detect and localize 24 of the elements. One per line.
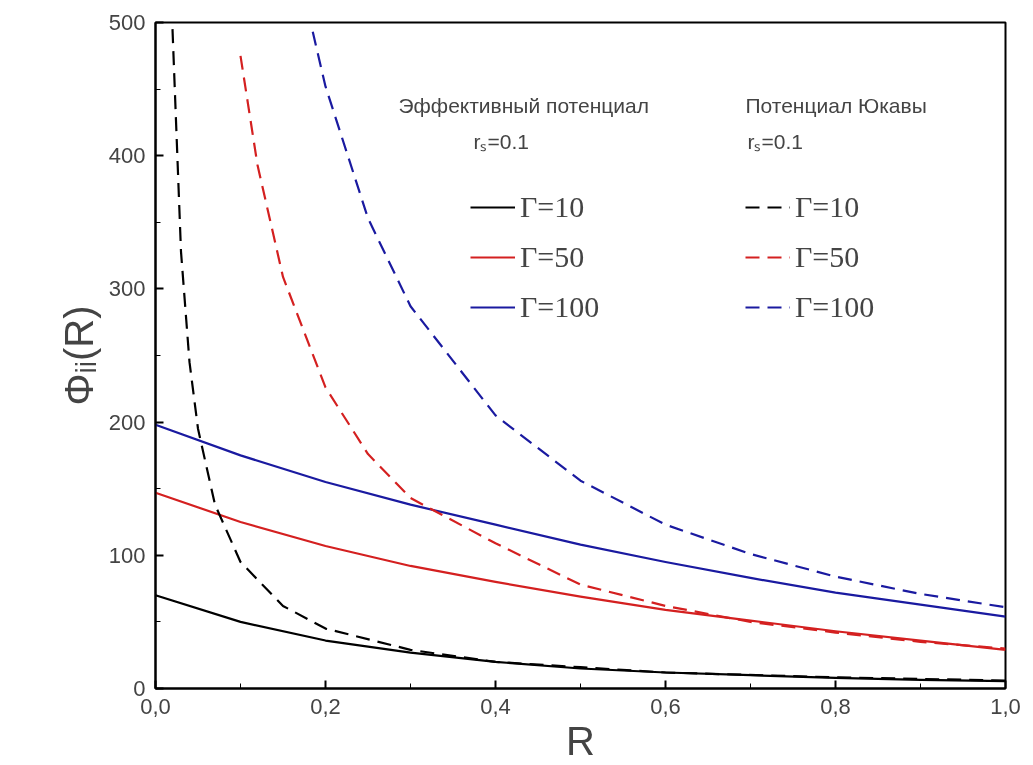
y-axis-title: Φᵢᵢ(R) bbox=[56, 305, 101, 406]
y-tick-label: 400 bbox=[108, 143, 146, 169]
y-tick-label: 200 bbox=[108, 409, 146, 435]
x-tick-label: 0,2 bbox=[310, 693, 341, 719]
y-tick-label: 500 bbox=[108, 10, 146, 35]
x-axis-title: R bbox=[566, 718, 595, 763]
legend-label: Γ=10 bbox=[795, 189, 860, 225]
x-tick-label: 0,4 bbox=[480, 693, 511, 719]
x-tick-label: 1,0 bbox=[990, 693, 1021, 719]
y-tick-label: 100 bbox=[108, 542, 146, 568]
annotation: rₛ=0.1 bbox=[473, 130, 529, 153]
legend-label: Γ=10 bbox=[520, 189, 585, 225]
legend-label: Γ=100 bbox=[520, 289, 600, 325]
annotation: Потенциал Юкавы bbox=[745, 94, 927, 117]
legend-label: Γ=50 bbox=[795, 239, 860, 275]
legend-label: Γ=50 bbox=[520, 239, 585, 275]
x-tick-label: 0,8 bbox=[820, 693, 851, 719]
legend-label: Γ=100 bbox=[795, 289, 875, 325]
annotation: rₛ=0.1 bbox=[747, 130, 803, 153]
line-series bbox=[311, 30, 1006, 609]
x-tick-label: 0,6 bbox=[650, 693, 681, 719]
line-series bbox=[155, 423, 1006, 618]
y-tick-label: 300 bbox=[108, 276, 146, 302]
annotation: Эффективный потенциал bbox=[398, 94, 649, 117]
